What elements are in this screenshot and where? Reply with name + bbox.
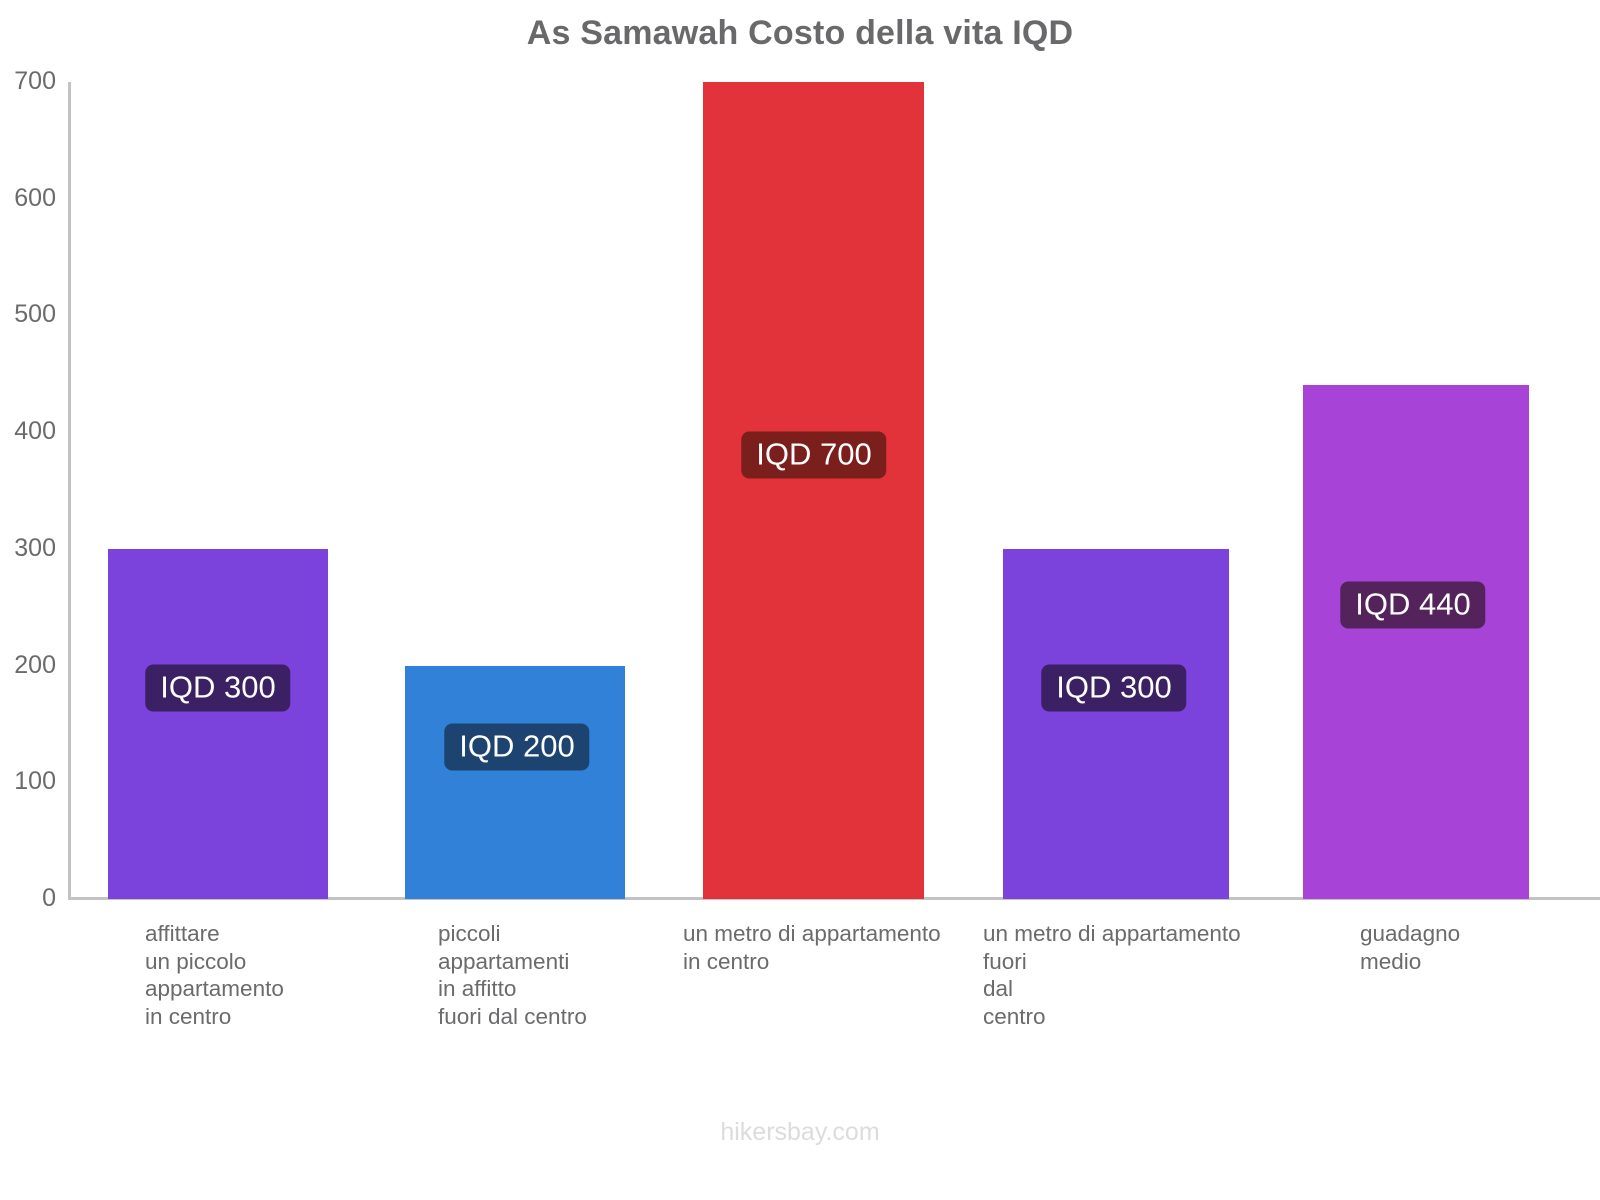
bar-5[interactable] [1303,385,1529,899]
bar-1[interactable] [108,548,328,899]
bar-value-label-1: IQD 300 [145,664,291,712]
y-axis-tick-300: 300 [14,533,56,562]
x-axis-label-2: piccoli appartamenti in affitto fuori da… [438,921,587,1029]
y-axis-line [68,82,71,899]
x-axis-label-4: un metro di appartamento fuori dal centr… [983,921,1241,1029]
footer-watermark: hikersbay.com [720,1118,880,1146]
bar-value-label-4: IQD 300 [1041,664,1187,712]
y-axis-tick-200: 200 [14,650,56,679]
y-axis-tick-100: 100 [14,767,56,796]
bar-2[interactable] [405,665,625,899]
x-axis-label-3: un metro di appartamento in centro [683,921,941,974]
bar-3[interactable] [703,82,924,899]
bar-value-label-5: IQD 440 [1340,581,1486,629]
chart-title: As Samawah Costo della vita IQD [526,14,1074,52]
y-axis-tick-700: 700 [14,67,56,95]
y-axis-tick-600: 600 [14,183,56,212]
y-axis-tick-500: 500 [14,300,56,329]
x-axis-label-5: guadagno medio [1360,921,1461,974]
y-axis-tick-400: 400 [14,417,56,446]
bar-value-label-2: IQD 200 [444,723,590,771]
y-axis-tick-0: 0 [42,884,56,912]
bar-value-label-3: IQD 700 [741,431,887,479]
x-axis-label-1: affittare un piccolo appartamento in cen… [145,921,284,1029]
bar-4[interactable] [1003,548,1229,899]
